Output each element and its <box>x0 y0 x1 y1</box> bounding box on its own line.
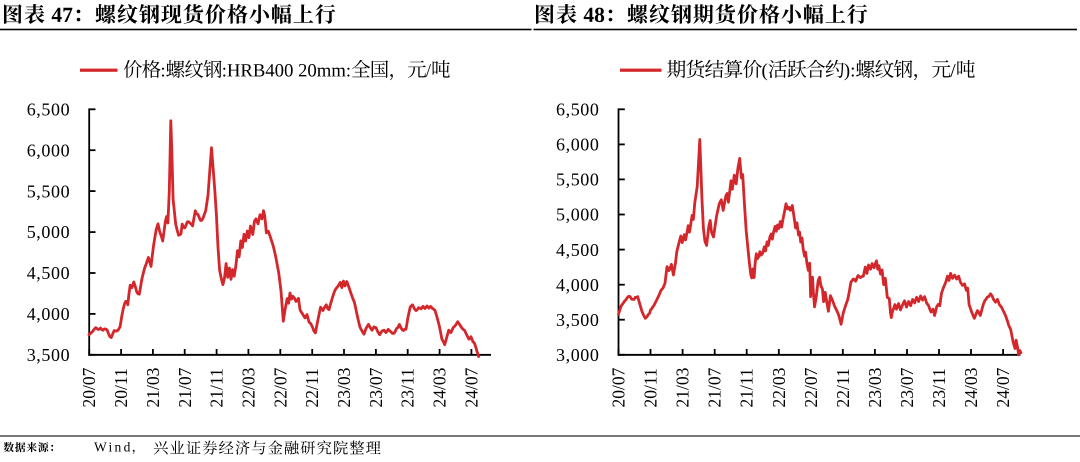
svg-text:23/07: 23/07 <box>366 367 386 407</box>
svg-text:6,500: 6,500 <box>556 100 600 120</box>
svg-text:20/07: 20/07 <box>79 367 99 407</box>
svg-text:6,500: 6,500 <box>27 100 71 120</box>
svg-text:21/07: 21/07 <box>175 367 195 407</box>
svg-text:20/11: 20/11 <box>111 368 131 407</box>
svg-text:22/03: 22/03 <box>769 367 789 407</box>
svg-text:23/03: 23/03 <box>865 367 885 407</box>
svg-text:Wind: Wind <box>94 439 133 454</box>
svg-text:21/11: 21/11 <box>207 368 227 407</box>
svg-text:22/11: 22/11 <box>302 368 322 407</box>
svg-text:21/03: 21/03 <box>143 367 163 407</box>
svg-text:21/03: 21/03 <box>673 367 693 407</box>
svg-text:5,000: 5,000 <box>27 222 71 242</box>
svg-text:6,000: 6,000 <box>27 140 71 160</box>
svg-text:5,500: 5,500 <box>556 170 600 190</box>
svg-text:3,500: 3,500 <box>556 310 600 330</box>
svg-text:4,000: 4,000 <box>27 304 71 324</box>
svg-text:23/07: 23/07 <box>897 367 917 407</box>
svg-text:20/07: 20/07 <box>609 367 629 407</box>
svg-text:22/03: 22/03 <box>238 367 258 407</box>
svg-text:22/07: 22/07 <box>801 367 821 407</box>
svg-text:23/11: 23/11 <box>398 368 418 407</box>
svg-text:24/03: 24/03 <box>961 367 981 407</box>
svg-text:24/07: 24/07 <box>461 367 481 407</box>
svg-text:21/11: 21/11 <box>737 368 757 407</box>
svg-text:24/07: 24/07 <box>993 367 1013 407</box>
svg-text:23/03: 23/03 <box>334 367 354 407</box>
svg-text:3,500: 3,500 <box>27 345 71 365</box>
svg-text:4,500: 4,500 <box>556 240 600 260</box>
svg-text:20/11: 20/11 <box>641 368 661 407</box>
svg-text:21/07: 21/07 <box>705 367 725 407</box>
svg-text:24/03: 24/03 <box>430 367 450 407</box>
svg-text:3,000: 3,000 <box>556 345 600 365</box>
svg-text:4,000: 4,000 <box>556 275 600 295</box>
svg-text:23/11: 23/11 <box>929 368 949 407</box>
svg-text:6,000: 6,000 <box>556 135 600 155</box>
svg-text:4,500: 4,500 <box>27 263 71 283</box>
svg-text:22/11: 22/11 <box>833 368 853 407</box>
svg-text:5,500: 5,500 <box>27 181 71 201</box>
svg-text:5,000: 5,000 <box>556 205 600 225</box>
svg-text:22/07: 22/07 <box>270 367 290 407</box>
